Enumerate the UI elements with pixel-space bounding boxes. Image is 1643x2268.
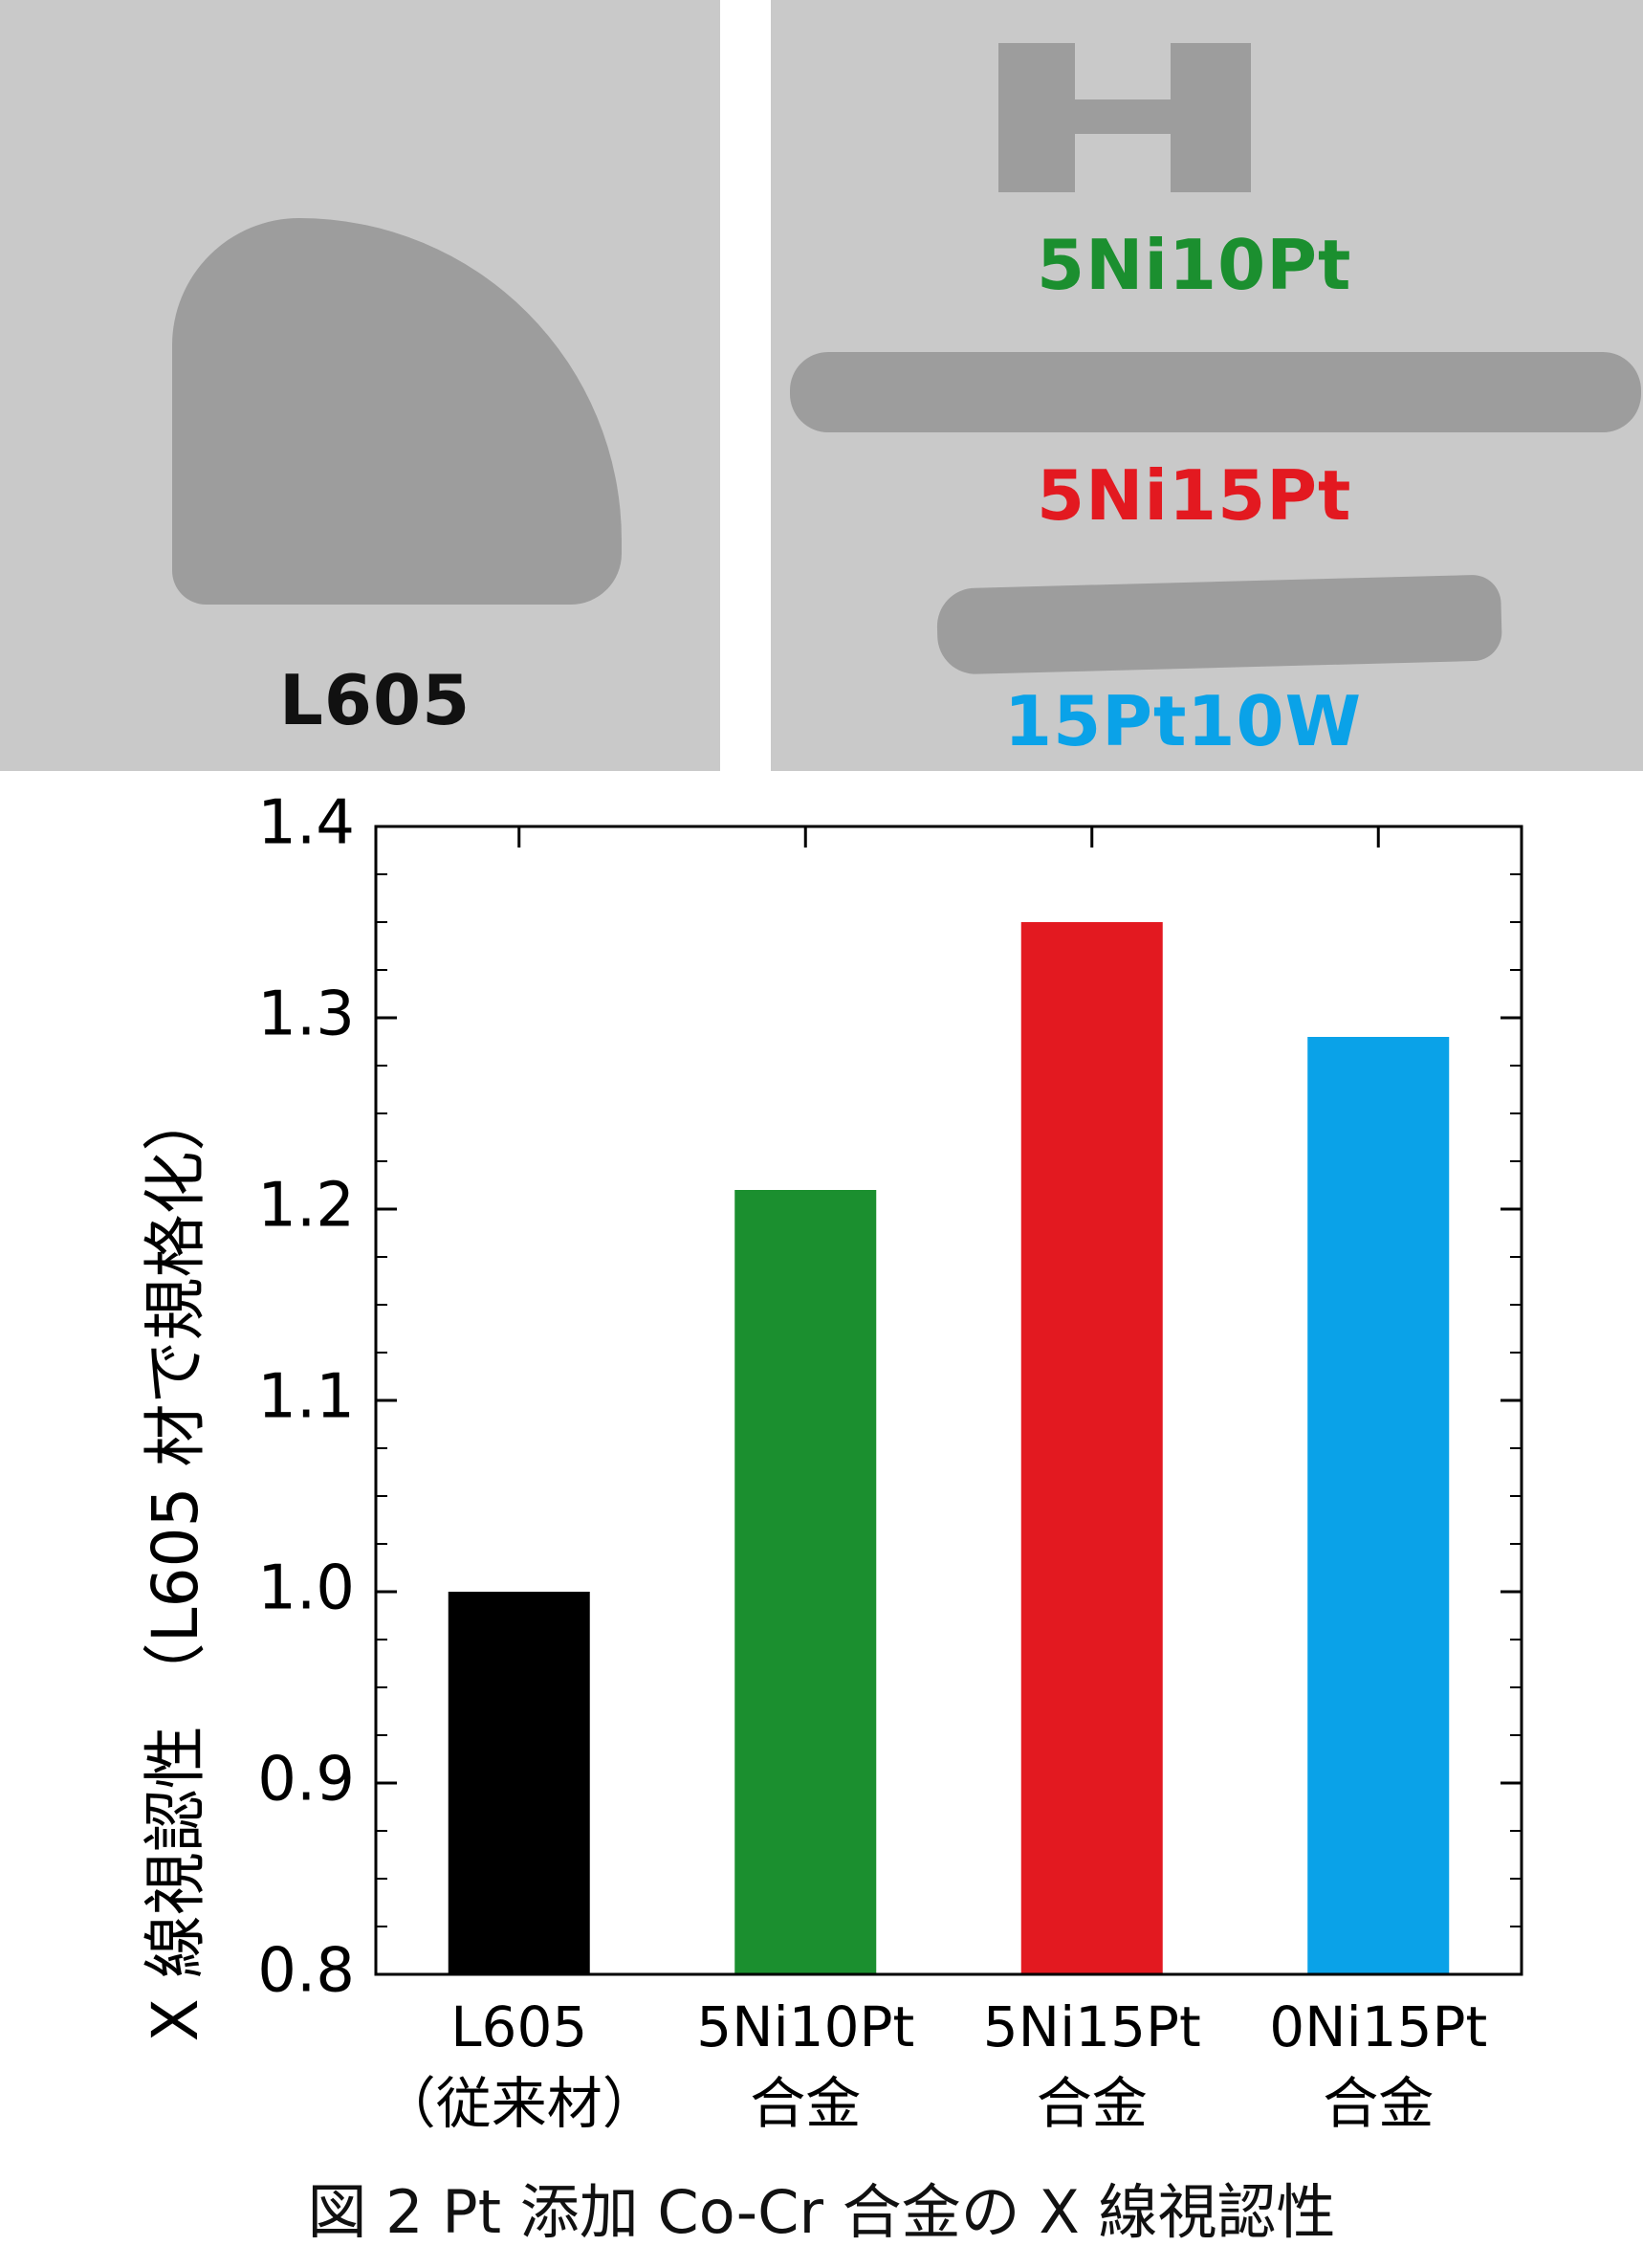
x-tick-label: 合金 — [1037, 2071, 1148, 2136]
bar-0ni15pt — [1307, 1037, 1450, 1974]
x-tick-label: （従来材） — [381, 2071, 658, 2136]
sample-l605-shape — [172, 218, 622, 605]
xray-visibility-bar-chart: X 線視認性 （L605 材で規格化） 0.8 0.9 1.0 1.1 1.2 1.3 1.… — [139, 788, 1523, 2136]
x-tick-label: 5Ni15Pt — [983, 1994, 1201, 2059]
x-tick-label: L605 — [450, 1994, 587, 2059]
figure-caption: 図 2 Pt 添加 Co-Cr 合金の X 線視認性 — [307, 2177, 1336, 2247]
panel-label-15pt10w: 15Pt10W — [1004, 681, 1362, 761]
y-tick-label: 1.0 — [257, 1553, 355, 1624]
plot-frame — [374, 825, 1523, 1976]
sample-5ni10pt-shape-end — [1171, 43, 1251, 192]
bar-l605 — [448, 1592, 590, 1974]
y-tick-label: 1.3 — [257, 980, 355, 1050]
panel-label-5ni10pt: 5Ni10Pt — [1037, 225, 1352, 305]
sample-5ni15pt-shape — [790, 352, 1641, 432]
y-axis-label: X 線視認性 （L605 材で規格化） — [139, 1089, 212, 2042]
panel-label-5ni15pt: 5Ni15Pt — [1037, 455, 1352, 536]
sample-5ni10pt-shape — [998, 43, 1075, 192]
panel-label-l605: L605 — [279, 660, 471, 740]
y-tick-label: 1.2 — [257, 1171, 355, 1242]
xray-panel-l605: L605 — [0, 0, 720, 771]
sample-15pt10w-shape — [935, 574, 1503, 675]
x-tick-label: 合金 — [1323, 2071, 1434, 2136]
y-tick-label: 1.1 — [257, 1362, 355, 1433]
bar-5ni10pt — [734, 1190, 877, 1974]
y-tick-label: 0.9 — [257, 1745, 355, 1816]
x-tick-label: 5Ni10Pt — [696, 1994, 914, 2059]
xray-panel-new-alloys: 5Ni10Pt 5Ni15Pt 15Pt10W — [771, 0, 1643, 771]
y-tick-label: 1.4 — [257, 788, 355, 859]
bar-5ni15pt — [1020, 922, 1163, 1974]
x-tick-label: 合金 — [750, 2071, 861, 2136]
y-tick-label: 0.8 — [257, 1936, 355, 2007]
sample-5ni10pt-shape-bar — [1073, 99, 1172, 134]
x-tick-label: 0Ni15Pt — [1269, 1994, 1487, 2059]
